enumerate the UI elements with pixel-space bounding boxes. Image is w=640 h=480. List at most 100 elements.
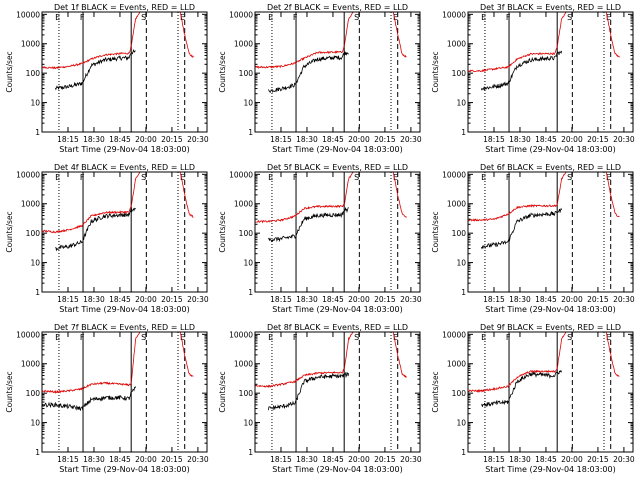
x-tick-label: 20:15 bbox=[374, 295, 396, 304]
x-axis-label: Start Time (29-Nov-04 18:03:00) bbox=[59, 465, 189, 474]
x-tick-label: 18:30 bbox=[83, 135, 105, 144]
y-tick-label: 10000 bbox=[229, 330, 253, 339]
y-tick-label: 100 bbox=[452, 229, 467, 238]
top-marker-label: F bbox=[506, 13, 511, 22]
top-marker-label: E bbox=[55, 173, 60, 182]
top-marker-label: S bbox=[354, 333, 359, 342]
y-tick-label: 10000 bbox=[229, 10, 253, 19]
x-tick-label: 18:30 bbox=[83, 295, 105, 304]
top-marker-label: F bbox=[506, 333, 511, 342]
x-tick-label: 20:15 bbox=[161, 455, 183, 464]
top-marker-label: S bbox=[567, 173, 572, 182]
x-tick-label: 20:00 bbox=[135, 295, 157, 304]
plot-frame bbox=[467, 171, 634, 293]
y-tick-label: 10 bbox=[30, 419, 40, 428]
series-events-line bbox=[481, 370, 562, 408]
series-lld-line bbox=[468, 172, 620, 222]
top-marker-label: E bbox=[180, 13, 185, 22]
y-tick-label: 100 bbox=[452, 389, 467, 398]
series-events-line bbox=[42, 386, 136, 412]
y-tick-label: 1000 bbox=[447, 200, 466, 209]
y-tick-label: 1000 bbox=[447, 40, 466, 49]
x-tick-label: 20:30 bbox=[187, 135, 209, 144]
top-marker-label: E bbox=[481, 173, 486, 182]
y-axis-label: Counts/sec bbox=[5, 51, 14, 92]
top-marker-label: F bbox=[506, 173, 511, 182]
x-tick-label: 20:15 bbox=[161, 135, 183, 144]
top-marker-label: E bbox=[393, 173, 398, 182]
x-tick-label: 18:15 bbox=[57, 455, 79, 464]
x-tick-label: 18:15 bbox=[270, 135, 292, 144]
y-tick-label: 1 bbox=[248, 128, 253, 137]
x-tick-label: 20:15 bbox=[587, 135, 609, 144]
top-marker-label: S bbox=[567, 333, 572, 342]
panel-title: Det 9f BLACK = Events, RED = LLD bbox=[480, 323, 621, 332]
top-marker-label: E bbox=[393, 333, 398, 342]
y-axis-label: Counts/sec bbox=[431, 51, 440, 92]
y-tick-label: 1 bbox=[461, 288, 466, 297]
top-marker-label: E bbox=[606, 333, 611, 342]
y-tick-label: 100 bbox=[26, 69, 41, 78]
y-tick-label: 1000 bbox=[234, 360, 253, 369]
x-tick-label: 20:15 bbox=[161, 295, 183, 304]
top-marker-label: F bbox=[293, 173, 298, 182]
plot-frame bbox=[254, 171, 421, 293]
y-tick-label: 1 bbox=[248, 448, 253, 457]
x-tick-label: 18:45 bbox=[109, 295, 131, 304]
top-marker-label: E bbox=[606, 173, 611, 182]
series-events-line bbox=[55, 49, 136, 91]
y-tick-label: 10 bbox=[243, 99, 253, 108]
plot-frame bbox=[467, 331, 634, 453]
y-tick-label: 10 bbox=[456, 259, 466, 268]
y-tick-label: 100 bbox=[452, 69, 467, 78]
top-marker-label: F bbox=[80, 333, 85, 342]
series-lld-line bbox=[42, 12, 194, 70]
x-axis-label: Start Time (29-Nov-04 18:03:00) bbox=[272, 305, 402, 314]
top-marker-label: E bbox=[268, 173, 273, 182]
y-tick-label: 1000 bbox=[21, 40, 40, 49]
x-tick-label: 18:15 bbox=[270, 455, 292, 464]
x-tick-label: 20:00 bbox=[348, 455, 370, 464]
y-tick-label: 10 bbox=[243, 259, 253, 268]
x-axis-label: Start Time (29-Nov-04 18:03:00) bbox=[485, 305, 615, 314]
y-tick-label: 1 bbox=[35, 128, 40, 137]
x-tick-label: 18:45 bbox=[535, 135, 557, 144]
top-marker-label: S bbox=[354, 13, 359, 22]
x-tick-label: 20:30 bbox=[613, 135, 635, 144]
top-marker-label: E bbox=[268, 13, 273, 22]
series-lld-line bbox=[42, 172, 194, 234]
x-tick-label: 18:30 bbox=[83, 455, 105, 464]
panel-title: Det 2f BLACK = Events, RED = LLD bbox=[267, 3, 408, 12]
panel-title: Det 1f BLACK = Events, RED = LLD bbox=[54, 3, 195, 12]
top-marker-label: E bbox=[55, 333, 60, 342]
series-events-line bbox=[55, 207, 136, 252]
x-tick-label: 18:30 bbox=[296, 455, 318, 464]
x-tick-label: 20:30 bbox=[613, 295, 635, 304]
y-axis-label: Counts/sec bbox=[218, 51, 227, 92]
x-tick-label: 18:30 bbox=[296, 135, 318, 144]
x-tick-label: 20:15 bbox=[374, 135, 396, 144]
top-marker-label: F bbox=[293, 13, 298, 22]
top-marker-label: E bbox=[180, 173, 185, 182]
y-tick-label: 1000 bbox=[447, 360, 466, 369]
x-tick-label: 20:00 bbox=[561, 295, 583, 304]
series-lld-line bbox=[255, 172, 407, 224]
plot-frame bbox=[254, 11, 421, 133]
series-events-line bbox=[268, 206, 349, 243]
x-tick-label: 20:00 bbox=[135, 455, 157, 464]
panel-title: Det 8f BLACK = Events, RED = LLD bbox=[267, 323, 408, 332]
x-tick-label: 20:00 bbox=[348, 135, 370, 144]
x-tick-label: 20:00 bbox=[561, 135, 583, 144]
x-tick-label: 20:30 bbox=[400, 455, 422, 464]
y-axis-label: Counts/sec bbox=[431, 371, 440, 412]
panel-title: Det 6f BLACK = Events, RED = LLD bbox=[480, 163, 621, 172]
x-tick-label: 18:45 bbox=[109, 135, 131, 144]
series-lld-line bbox=[468, 12, 620, 73]
x-tick-label: 20:00 bbox=[561, 455, 583, 464]
y-tick-label: 10 bbox=[30, 99, 40, 108]
x-tick-label: 18:45 bbox=[535, 455, 557, 464]
